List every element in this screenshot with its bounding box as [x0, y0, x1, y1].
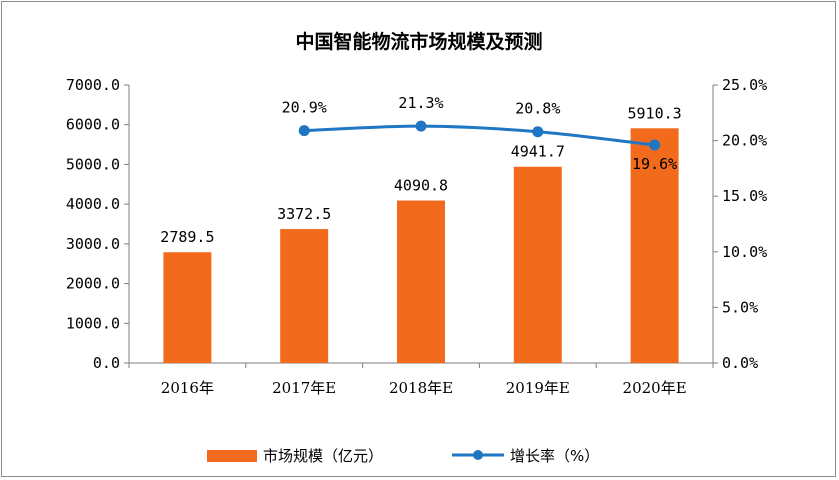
x-tick-label: 2020年E [623, 379, 687, 397]
line-value-label: 21.3% [398, 94, 443, 112]
y-left-tick-label: 3000.0 [66, 235, 120, 253]
y-left-tick-label: 2000.0 [66, 275, 120, 293]
y-left-tick-label: 0.0 [93, 354, 120, 372]
x-tick-label: 2018年E [389, 379, 453, 397]
legend-line-label: 增长率（%） [510, 447, 599, 465]
bar-series [163, 128, 679, 363]
legend-bar-label: 市场规模（亿元） [263, 447, 383, 465]
line-value-label: 20.9% [282, 99, 327, 117]
line-point [298, 125, 310, 137]
bar-value-label: 4941.7 [511, 143, 565, 161]
y-left-tick-label: 7000.0 [66, 76, 120, 94]
bar [630, 128, 679, 363]
legend-line-marker [473, 450, 483, 460]
bar-value-label: 2789.5 [160, 228, 214, 246]
bar [163, 252, 212, 363]
legend: 市场规模（亿元） 增长率（%） [207, 447, 599, 465]
x-tick-label: 2019年E [506, 379, 570, 397]
line-point [415, 120, 427, 132]
y-right-tick-label: 20.0% [722, 132, 767, 150]
line-value-label: 20.8% [515, 100, 560, 118]
bar [280, 229, 329, 363]
data-labels: 2789.5 3372.5 4090.8 4941.7 5910.3 20.9% 21.3%… [160, 94, 681, 246]
bar-value-label: 5910.3 [628, 104, 682, 122]
y-right-tick-label: 0.0% [722, 354, 758, 372]
line-value-label: 19.6% [632, 155, 677, 173]
x-tick-label: 2016年 [161, 379, 214, 397]
y-left-tick-label: 6000.0 [66, 116, 120, 134]
y-right-tick-label: 25.0% [722, 76, 767, 94]
chart-title: 中国智能物流市场规模及预测 [295, 30, 542, 53]
bar [397, 200, 445, 363]
y-left-tick-label: 4000.0 [66, 195, 120, 213]
bar-value-label: 4090.8 [394, 177, 448, 195]
y-right-tick-label: 15.0% [722, 187, 767, 205]
x-tick-label: 2017年E [272, 379, 336, 397]
y-left-tick-label: 1000.0 [66, 314, 120, 332]
line-point [649, 139, 661, 151]
y-right-tick-label: 5.0% [722, 298, 758, 316]
bar-value-label: 3372.5 [277, 205, 331, 223]
axes: 0.0 1000.0 2000.0 3000.0 4000.0 5000.0 6000.0 7… [66, 76, 767, 397]
line-series [298, 120, 661, 151]
line-point [532, 126, 544, 138]
bar [513, 166, 562, 363]
y-right-tick-label: 10.0% [722, 243, 767, 261]
growth-rate-line [304, 124, 655, 147]
y-left-tick-label: 5000.0 [66, 155, 120, 173]
legend-bar-swatch [207, 450, 257, 462]
